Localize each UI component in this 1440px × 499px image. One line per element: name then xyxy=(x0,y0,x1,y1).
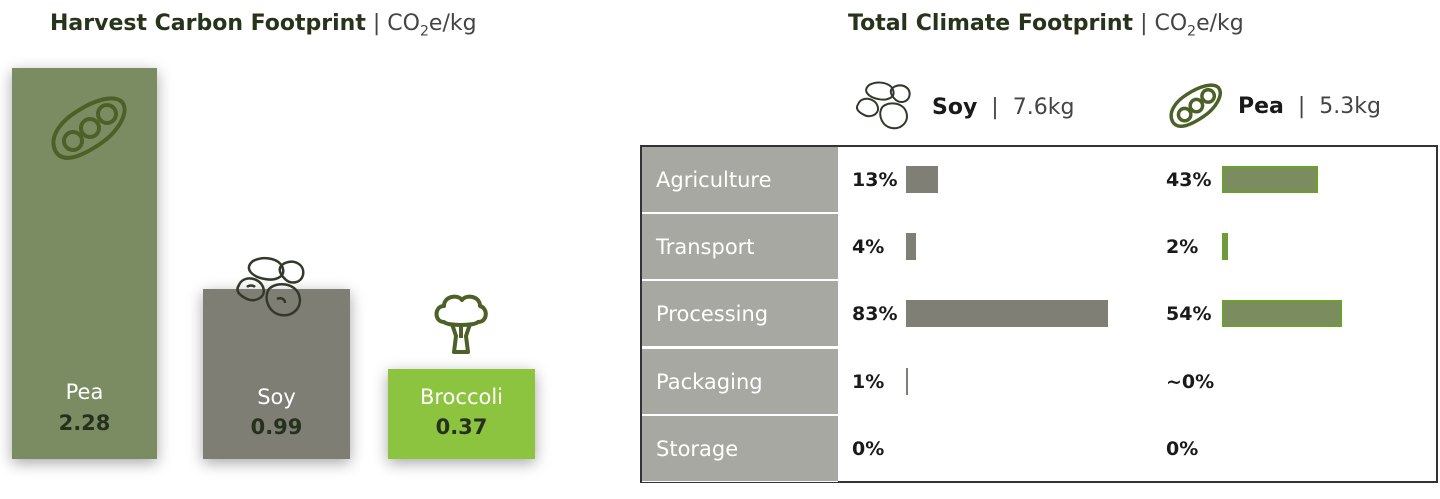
table-row: Processing 83% 54% xyxy=(642,281,1436,348)
pea-header-total: 5.3kg xyxy=(1319,94,1381,119)
pea-bar xyxy=(1222,233,1228,261)
left-title-text: Harvest Carbon Footprint xyxy=(50,11,366,36)
row-category-packaging: Packaging xyxy=(642,348,838,415)
soy-bar xyxy=(906,367,908,395)
bar-label-soy: Soy xyxy=(257,384,296,409)
right-title-separator: | xyxy=(1140,11,1148,36)
left-title-separator: | xyxy=(372,11,381,36)
table-row: Storage 0% 0% xyxy=(642,415,1436,483)
pea-header-name: Pea xyxy=(1238,94,1284,119)
pea-bar xyxy=(1222,300,1342,328)
soy-bar xyxy=(906,233,916,261)
pea-pct-label: 43% xyxy=(1166,169,1212,191)
left-title-unit: CO2e/kg xyxy=(387,11,477,40)
pea-pct-label: 54% xyxy=(1166,303,1212,326)
right-chart-title: Total Climate Footprint | CO2e/kg xyxy=(848,8,1244,40)
pea-pct-label: 0% xyxy=(1166,437,1199,460)
row-category-processing: Processing xyxy=(642,281,838,348)
soy-pct-label: 83% xyxy=(852,303,898,326)
pea-pod-icon xyxy=(51,96,127,160)
bar-value-broccoli: 0.37 xyxy=(435,415,488,439)
row-category-agriculture: Agriculture xyxy=(642,147,838,213)
pea-pct-label: ~0% xyxy=(1166,370,1215,393)
soy-bar xyxy=(906,166,938,193)
bar-soy: Soy 0.99 xyxy=(203,289,350,459)
soy-pct-label: 1% xyxy=(852,370,885,393)
bar-broccoli: Broccoli 0.37 xyxy=(388,369,535,459)
pea-pod-header-icon xyxy=(1169,83,1222,128)
right-title-unit: CO2e/kg xyxy=(1154,11,1244,40)
soy-pct-label: 4% xyxy=(852,236,885,259)
table-row: Agriculture 13% 43% xyxy=(642,147,1436,214)
soybean-icon xyxy=(236,257,305,317)
row-category-transport: Transport xyxy=(642,214,838,281)
pea-bar xyxy=(1222,166,1318,193)
column-header-soy: Soy | 7.6kg xyxy=(852,80,1074,134)
bar-label-pea: Pea xyxy=(65,380,104,404)
bar-label-broccoli: Broccoli xyxy=(419,385,504,409)
table-row: Packaging 1% ~0% xyxy=(642,348,1436,416)
soy-pct-label: 0% xyxy=(852,437,885,460)
soy-header-name: Soy xyxy=(932,95,978,120)
bar-value-soy: 0.99 xyxy=(250,414,303,439)
bar-value-pea: 2.28 xyxy=(58,411,111,435)
broccoli-icon xyxy=(434,294,488,354)
soybean-header-icon xyxy=(855,81,911,130)
soy-pct-label: 13% xyxy=(852,169,898,191)
footprint-breakdown-table: Agriculture 13% 43% Transport 4% 2% Processing… xyxy=(640,145,1438,483)
soy-header-total: 7.6kg xyxy=(1012,95,1075,120)
row-category-storage: Storage xyxy=(642,415,838,482)
pea-pct-label: 2% xyxy=(1166,236,1199,259)
table-row: Transport 4% 2% xyxy=(642,214,1436,281)
left-chart-title: Harvest Carbon Footprint | CO2e/kg xyxy=(50,8,477,40)
column-header-pea: Pea | 5.3kg xyxy=(1166,80,1381,134)
soy-bar xyxy=(906,300,1108,328)
right-title-text: Total Climate Footprint xyxy=(848,11,1134,36)
